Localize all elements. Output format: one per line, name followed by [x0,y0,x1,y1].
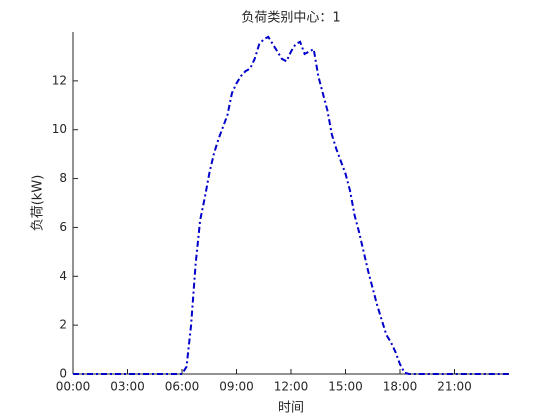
x-axis-label: 时间 [278,401,304,416]
x-tick-label: 09:00 [219,380,254,394]
y-tick-label: 6 [59,220,67,234]
x-tick-label: 03:00 [110,380,145,394]
x-tick-label: 06:00 [165,380,200,394]
x-tick-label: 15:00 [328,380,363,394]
data-line [73,35,509,375]
y-tick-label: 0 [59,367,67,381]
y-tick-label: 12 [52,73,67,87]
x-tick-label: 18:00 [383,380,418,394]
x-tick-label: 00:00 [56,380,91,394]
y-tick-label: 2 [59,318,67,332]
y-axis-label: 负荷(kW) [31,175,46,232]
y-tick-label: 8 [59,171,67,185]
x-tick-label: 21:00 [437,380,472,394]
chart-title: 负荷类别中心：1 [241,11,340,26]
x-tick-label: 12:00 [274,380,309,394]
y-tick-label: 10 [52,122,67,136]
y-tick-label: 4 [59,269,67,283]
